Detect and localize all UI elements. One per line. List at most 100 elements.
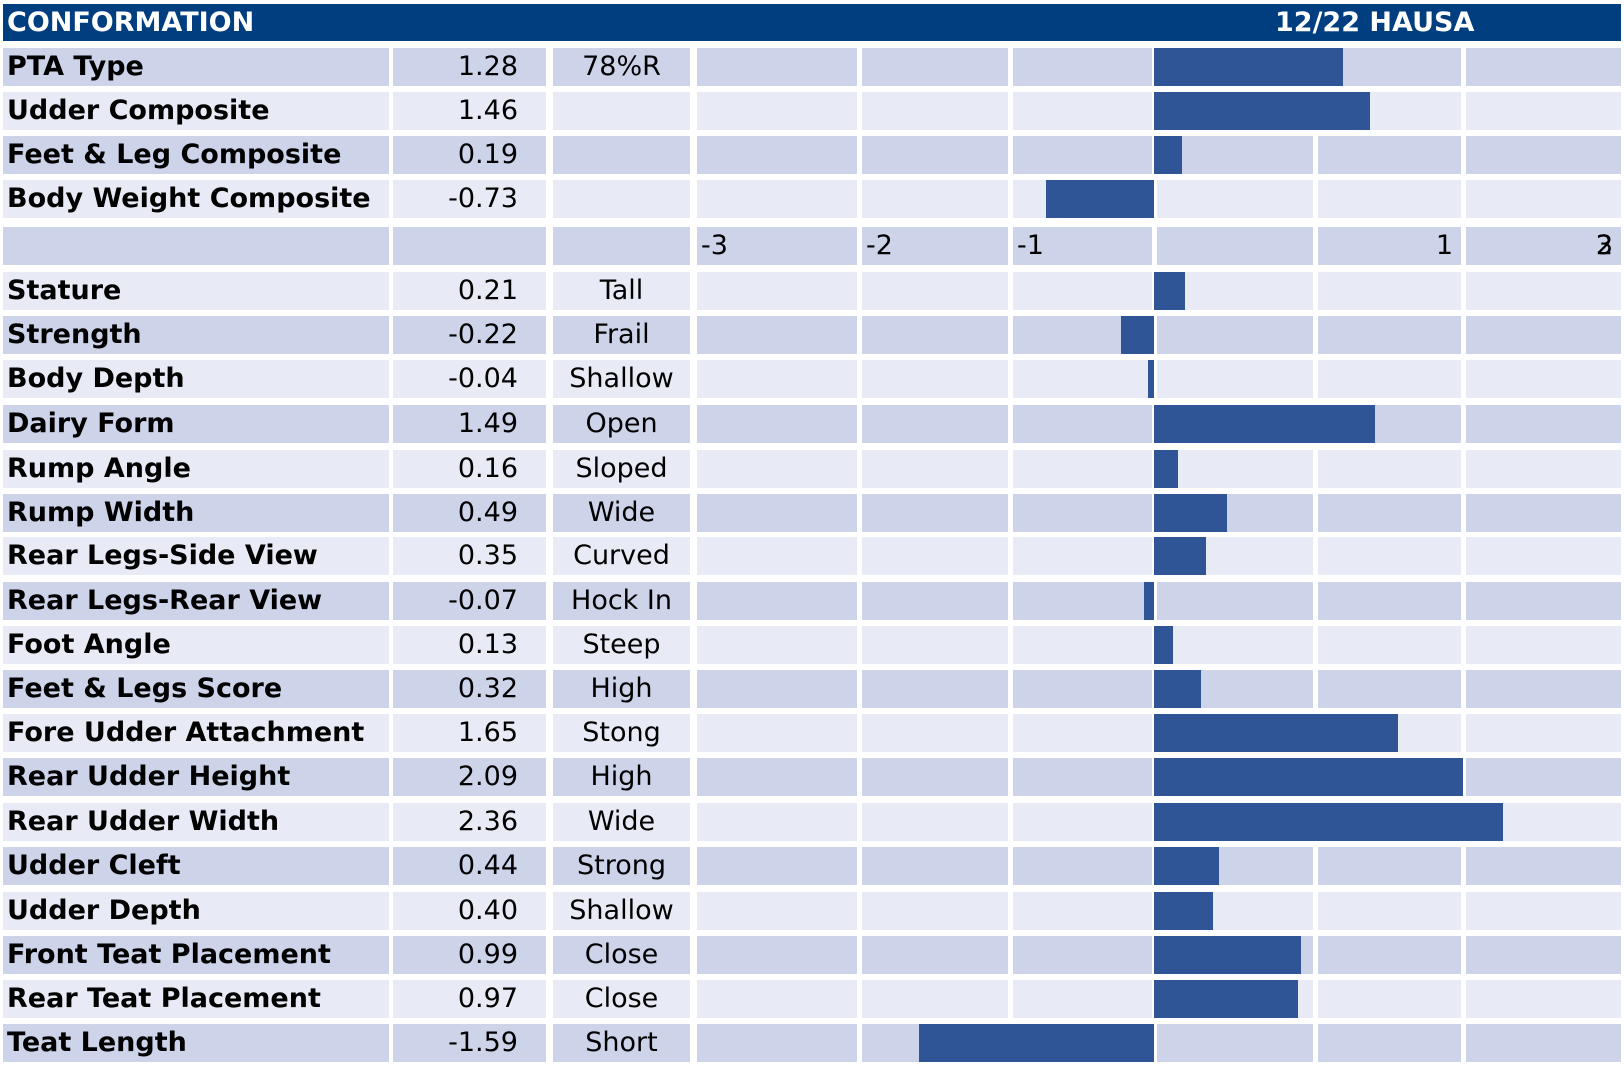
axis-tick-label: -3 [697,227,857,265]
trait-bar [1154,803,1504,841]
axis-tick-label [1157,227,1313,265]
chart-grid-cell [1318,582,1461,620]
chart-grid-cell [697,48,857,86]
trait-descriptor: Tall [553,272,690,310]
trait-name: Body Depth [3,360,389,398]
trait-name: Rear Teat Placement [3,980,389,1018]
chart-grid-cell [862,494,1008,532]
chart-grid-cell [697,1024,857,1062]
chart-grid-cell [1318,670,1461,708]
chart-grid-cell [1013,360,1152,398]
trait-descriptor: Shallow [553,892,690,930]
chart-grid-cell [1013,892,1152,930]
chart-grid-cell [1466,714,1621,752]
trait-bar [1154,272,1186,310]
chart-grid-cell [862,847,1008,885]
trait-row: Feet & Legs Score 0.32 High [0,670,1624,708]
trait-bar [1148,360,1154,398]
chart-grid-cell [862,582,1008,620]
chart-grid-cell [1318,272,1461,310]
trait-value: 2.09 [393,758,546,796]
trait-name: Rear Udder Width [3,803,389,841]
chart-grid-cell [1466,405,1621,443]
chart-grid-cell [697,405,857,443]
chart-grid-cell [1157,582,1313,620]
chart-grid-cell [1466,758,1621,796]
chart-grid-cell [862,92,1008,130]
chart-grid-cell [862,360,1008,398]
chart-grid-cell [1157,360,1313,398]
chart-grid-cell [697,670,857,708]
header-bar: CONFORMATION 12/22 HAUSA [3,4,1621,41]
chart-grid-cell [862,136,1008,174]
trait-row: Teat Length -1.59 Short [0,1024,1624,1062]
trait-bar [1154,936,1301,974]
chart-grid-cell [697,450,857,488]
trait-value: 0.44 [393,847,546,885]
chart-grid-cell [1318,494,1461,532]
trait-name: Rump Width [3,494,389,532]
trait-row: Front Teat Placement 0.99 Close [0,936,1624,974]
chart-grid-cell [1013,758,1152,796]
chart-grid-cell [1013,980,1152,1018]
chart-grid-cell [1466,48,1621,86]
chart-grid-cell [1157,626,1313,664]
trait-value: 1.46 [393,92,546,130]
chart-grid-cell [1318,450,1461,488]
trait-descriptor: Sloped [553,450,690,488]
trait-value: 0.40 [393,892,546,930]
trait-descriptor: Close [553,980,690,1018]
trait-bar [1154,405,1375,443]
trait-name: Dairy Form [3,405,389,443]
trait-name: Rear Udder Height [3,758,389,796]
trait-bar [1154,892,1214,930]
trait-row: Rear Teat Placement 0.97 Close [0,980,1624,1018]
chart-grid-cell [697,936,857,974]
chart-grid-cell [697,92,857,130]
chart-grid-cell [697,892,857,930]
trait-name: Udder Composite [3,92,389,130]
trait-value: 0.99 [393,936,546,974]
chart-grid-cell [697,180,857,218]
chart-grid-cell [1466,316,1621,354]
chart-grid-cell [1466,537,1621,575]
trait-name: PTA Type [3,48,389,86]
trait-name: Udder Cleft [3,847,389,885]
chart-grid-cell [1013,847,1152,885]
chart-grid-cell [697,626,857,664]
chart-grid-cell [697,494,857,532]
chart-grid-cell [1466,847,1621,885]
trait-row: Udder Composite 1.46 [0,92,1624,130]
chart-grid-cell [697,272,857,310]
trait-value: 0.97 [393,980,546,1018]
trait-bar [1143,582,1154,620]
chart-grid-cell [1318,936,1461,974]
chart-grid-cell [1466,892,1621,930]
trait-descriptor: Open [553,405,690,443]
trait-name: Udder Depth [3,892,389,930]
trait-row: Body Weight Composite -0.73 [0,180,1624,218]
chart-grid-cell [1013,494,1152,532]
trait-bar [1154,136,1183,174]
trait-descriptor: Strong [553,847,690,885]
axis-blank-cell [553,227,690,265]
chart-grid-cell [1318,626,1461,664]
chart-grid-cell [1466,626,1621,664]
chart-grid-cell [1466,180,1621,218]
trait-value: 1.49 [393,405,546,443]
axis-blank-cell [3,227,389,265]
trait-value: 0.19 [393,136,546,174]
chart-grid-cell [1013,272,1152,310]
axis-tick-label: 3 [1595,230,1613,261]
axis-tick-label: 2 [1466,227,1621,265]
trait-descriptor: Short [553,1024,690,1062]
trait-row: Feet & Leg Composite 0.19 [0,136,1624,174]
chart-grid-cell [1013,405,1152,443]
chart-grid-cell [862,980,1008,1018]
trait-value: -0.73 [393,180,546,218]
chart-grid-cell [1013,670,1152,708]
trait-value: 0.21 [393,272,546,310]
chart-grid-cell [1157,316,1313,354]
trait-descriptor: Wide [553,494,690,532]
trait-value: 0.35 [393,537,546,575]
